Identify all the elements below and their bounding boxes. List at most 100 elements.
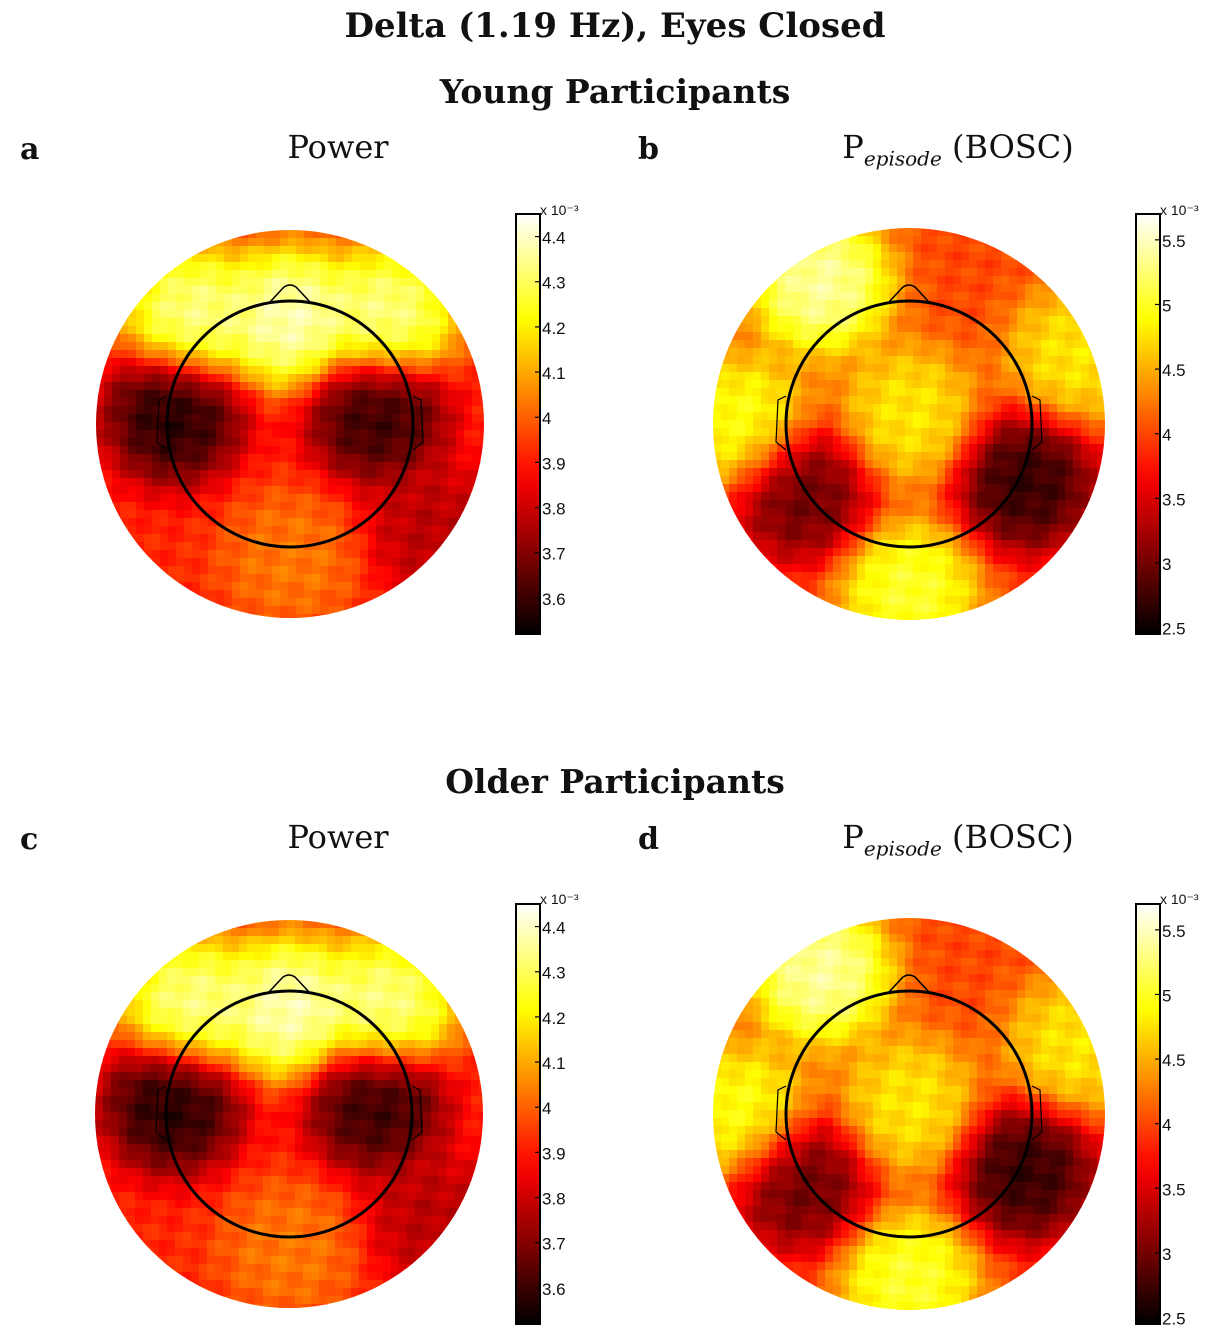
heatmap-cell [873, 316, 882, 325]
heatmap-cell [200, 494, 209, 503]
heatmap-cell [343, 1048, 352, 1057]
heatmap-cell [745, 372, 754, 381]
heatmap-cell [1009, 436, 1018, 445]
heatmap-cell [223, 1080, 232, 1089]
heatmap-cell [160, 510, 169, 519]
heatmap-cell [320, 598, 329, 607]
heatmap-cell [745, 508, 754, 517]
heatmap-cell [1089, 404, 1098, 413]
heatmap-cell [913, 572, 922, 581]
heatmap-cell [745, 388, 754, 397]
heatmap-cell [191, 1016, 200, 1025]
heatmap-cell [352, 438, 361, 447]
heatmap-cell [737, 396, 746, 405]
heatmap-cell [272, 462, 281, 471]
heatmap-cell [721, 340, 730, 349]
heatmap-cell [985, 508, 994, 517]
heatmap-cell [1001, 396, 1010, 405]
heatmap-cell [809, 300, 818, 309]
heatmap-cell [921, 364, 930, 373]
heatmap-cell [1009, 388, 1018, 397]
heatmap-cell [159, 968, 168, 977]
heatmap-cell [191, 968, 200, 977]
heatmap-cell [801, 516, 810, 525]
heatmap-cell [248, 342, 257, 351]
heatmap-cell [143, 1112, 152, 1121]
heatmap-cell [240, 430, 249, 439]
heatmap-cell [849, 572, 858, 581]
heatmap-cell [183, 952, 192, 961]
heatmap-cell [969, 276, 978, 285]
heatmap-cell [937, 428, 946, 437]
heatmap-cell [1025, 468, 1034, 477]
heatmap-cell [352, 414, 361, 423]
heatmap-cell [288, 582, 297, 591]
heatmap-cell [408, 390, 417, 399]
heatmap-cell [929, 260, 938, 269]
heatmap-cell [360, 342, 369, 351]
heatmap-cell [993, 572, 1002, 581]
heatmap-cell [1057, 364, 1066, 373]
heatmap-cell [857, 316, 866, 325]
heatmap-cell [384, 550, 393, 559]
heatmap-cell [256, 262, 265, 271]
heatmap-cell [1025, 372, 1034, 381]
heatmap-cell [224, 470, 233, 479]
heatmap-cell [112, 502, 121, 511]
heatmap-cell [256, 470, 265, 479]
heatmap-cell [721, 348, 730, 357]
heatmap-cell [247, 976, 256, 985]
heatmap-cell [408, 558, 417, 567]
heatmap-cell [176, 454, 185, 463]
heatmap-cell [216, 254, 225, 263]
heatmap-cell [328, 590, 337, 599]
heatmap-cell [913, 468, 922, 477]
heatmap-cell [184, 398, 193, 407]
heatmap-cell [135, 1072, 144, 1081]
heatmap-cell [905, 356, 914, 365]
heatmap-cell [200, 414, 209, 423]
heatmap-cell [135, 1008, 144, 1017]
heatmap-cell [833, 532, 842, 541]
heatmap-cell [391, 1088, 400, 1097]
heatmap-cell [985, 460, 994, 469]
heatmap-cell [175, 976, 184, 985]
heatmap-cell [327, 1056, 336, 1065]
heatmap-cell [384, 422, 393, 431]
heatmap-cell [168, 534, 177, 543]
heatmap-cell [833, 268, 842, 277]
heatmap-cell [359, 1048, 368, 1057]
heatmap-cell [263, 1008, 272, 1017]
heatmap-cell [969, 268, 978, 277]
heatmap-cell [248, 454, 257, 463]
heatmap-cell [761, 324, 770, 333]
heatmap-cell [1001, 300, 1010, 309]
heatmap-cell [721, 484, 730, 493]
heatmap-cell [480, 430, 484, 439]
heatmap-cell [328, 342, 337, 351]
heatmap-cell [945, 460, 954, 469]
heatmap-cell [969, 452, 978, 461]
heatmap-cell [440, 510, 449, 519]
heatmap-cell [977, 268, 986, 277]
heatmap-cell [248, 278, 257, 287]
heatmap-cell [151, 1072, 160, 1081]
heatmap-cell [865, 436, 874, 445]
heatmap-cell [208, 374, 217, 383]
heatmap-cell [969, 460, 978, 469]
heatmap-cell [1033, 292, 1042, 301]
heatmap-cell [873, 276, 882, 285]
heatmap-cell [336, 262, 345, 271]
heatmap-cell [464, 358, 473, 367]
heatmap-cell [857, 500, 866, 509]
heatmap-cell [825, 412, 834, 421]
heatmap-cell [993, 588, 1002, 597]
heatmap-cell [897, 420, 906, 429]
heatmap-cell [817, 476, 826, 485]
heatmap-cell [761, 412, 770, 421]
heatmap-cell [255, 1080, 264, 1089]
heatmap-cell [431, 1072, 440, 1081]
heatmap-cell [416, 422, 425, 431]
heatmap-cell [232, 382, 241, 391]
heatmap-cell [136, 494, 145, 503]
